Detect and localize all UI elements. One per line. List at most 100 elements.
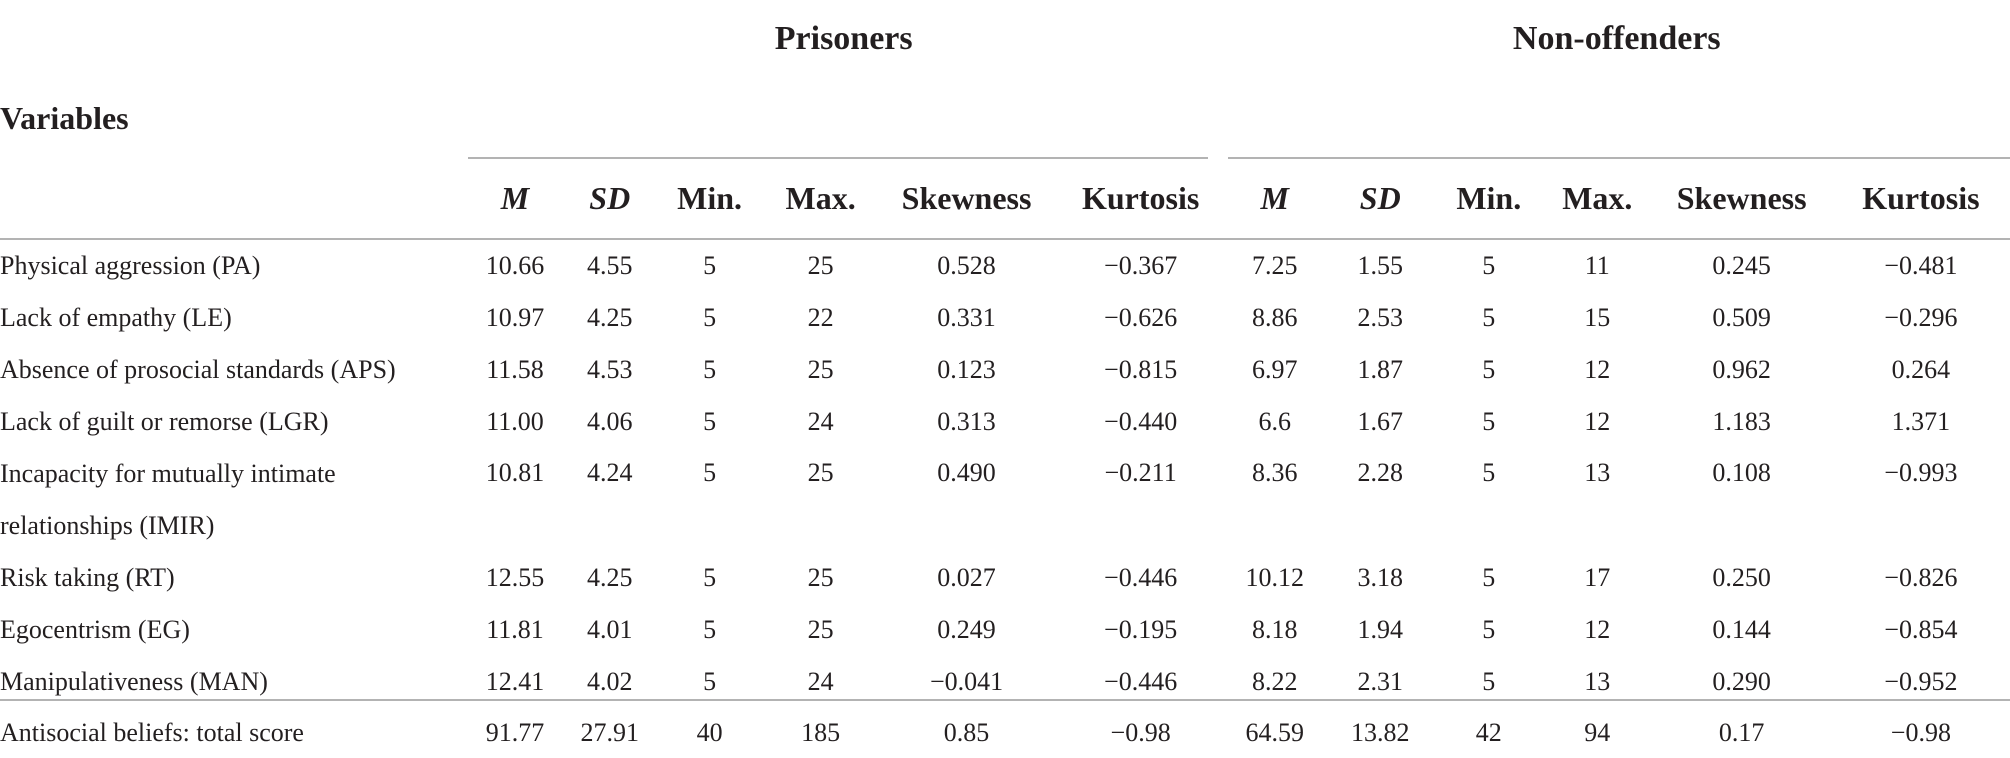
table-row: Lack of empathy (LE) 10.97 4.25 5 22 0.3… bbox=[0, 292, 2010, 344]
cell: 12.41 bbox=[485, 667, 545, 696]
table-row: Absence of prosocial standards (APS) 11.… bbox=[0, 344, 2010, 396]
non-offenders-max-header: Max. bbox=[1543, 159, 1652, 240]
cell: 2.53 bbox=[1357, 303, 1403, 332]
cell: 11 bbox=[1584, 251, 1610, 280]
cell: 12.55 bbox=[485, 563, 545, 592]
cell: 8.36 bbox=[1252, 458, 1298, 487]
cell: 0.249 bbox=[937, 615, 996, 644]
cell: 2.31 bbox=[1357, 667, 1403, 696]
cell: 5 bbox=[703, 615, 717, 644]
prisoners-group-label: Prisoners bbox=[774, 20, 913, 57]
cell: 5 bbox=[703, 563, 717, 592]
cell: 2.28 bbox=[1357, 458, 1403, 487]
cell: 4.53 bbox=[586, 355, 633, 384]
cell: 13 bbox=[1584, 667, 1611, 696]
cell: −0.440 bbox=[1104, 407, 1178, 436]
prisoners-sd-header: SD bbox=[566, 159, 654, 240]
cell: −0.481 bbox=[1884, 251, 1958, 280]
row-label: Risk taking (RT) bbox=[0, 563, 175, 592]
cell: 0.264 bbox=[1891, 355, 1951, 384]
cell: 15 bbox=[1584, 303, 1611, 332]
cell: 12 bbox=[1584, 407, 1611, 436]
table-bottom-rule bbox=[0, 699, 2010, 701]
cell: 1.87 bbox=[1357, 355, 1403, 384]
cell: 5 bbox=[703, 355, 717, 384]
prisoners-min-header: Min. bbox=[653, 159, 766, 240]
non-offenders-sd-header: SD bbox=[1325, 159, 1435, 240]
cell: 11.81 bbox=[486, 615, 544, 644]
cell: −0.952 bbox=[1884, 667, 1958, 696]
cell: 0.85 bbox=[943, 718, 990, 747]
cell: 0.17 bbox=[1718, 718, 1765, 747]
cell: 17 bbox=[1584, 563, 1611, 592]
cell: 1.55 bbox=[1357, 251, 1403, 280]
cell: 4.55 bbox=[586, 251, 633, 280]
cell: −0.041 bbox=[929, 667, 1004, 696]
cell: 4.02 bbox=[586, 667, 633, 696]
cell: 4.25 bbox=[586, 563, 633, 592]
cell: 0.490 bbox=[937, 458, 996, 487]
cell: 24 bbox=[807, 407, 834, 436]
prisoners-mean-header: M bbox=[463, 159, 567, 240]
table-row: Physical aggression (PA) 10.66 4.55 5 25… bbox=[0, 239, 2010, 292]
non-offenders-group-header: Non-offenders bbox=[1224, 0, 2010, 159]
cell: 64.59 bbox=[1245, 718, 1305, 747]
cell: 13 bbox=[1584, 458, 1611, 487]
cell: 0.245 bbox=[1712, 251, 1771, 280]
cell: 0.108 bbox=[1712, 458, 1771, 487]
row-label: Absence of prosocial standards (APS) bbox=[0, 355, 396, 384]
cell: −0.446 bbox=[1104, 563, 1178, 592]
cell: 0.528 bbox=[937, 251, 996, 280]
cell: 8.22 bbox=[1252, 667, 1298, 696]
cell: 8.86 bbox=[1252, 303, 1298, 332]
row-label: Lack of guilt or remorse (LGR) bbox=[0, 407, 329, 436]
cell: −0.854 bbox=[1884, 615, 1958, 644]
non-offenders-mean-header: M bbox=[1223, 159, 1326, 240]
cell: −0.211 bbox=[1104, 458, 1177, 487]
cell: 10.66 bbox=[485, 251, 545, 280]
cell: 0.123 bbox=[937, 355, 996, 384]
cell: −0.367 bbox=[1104, 251, 1178, 280]
cell: 5 bbox=[1482, 251, 1496, 280]
non-offenders-min-header: Min. bbox=[1434, 159, 1544, 240]
cell: 5 bbox=[1482, 563, 1496, 592]
table-row: Risk taking (RT) 12.55 4.25 5 25 0.027 −… bbox=[0, 552, 2010, 604]
cell: 1.94 bbox=[1357, 615, 1403, 644]
column-header-row: M SD Min. Max. Skewness Kurtosis M SD Mi… bbox=[0, 159, 2010, 240]
cell: 13.82 bbox=[1350, 718, 1410, 747]
cell: 5 bbox=[1482, 667, 1496, 696]
cell: 5 bbox=[703, 251, 717, 280]
cell: 0.962 bbox=[1712, 355, 1771, 384]
row-label: Egocentrism (EG) bbox=[0, 615, 190, 644]
cell: −0.98 bbox=[1890, 718, 1951, 747]
row-label: Manipulativeness (MAN) bbox=[0, 667, 268, 696]
cell: 5 bbox=[703, 303, 717, 332]
cell: 1.67 bbox=[1357, 407, 1403, 436]
cell: 185 bbox=[801, 718, 841, 747]
cell: 25 bbox=[807, 355, 834, 384]
cell: 11.58 bbox=[486, 355, 544, 384]
non-offenders-group-rule bbox=[1227, 157, 2010, 159]
cell: 27.91 bbox=[580, 718, 639, 747]
prisoners-skewness-header: Skewness bbox=[875, 159, 1058, 240]
cell: −0.993 bbox=[1884, 458, 1958, 487]
cell: 25 bbox=[807, 615, 834, 644]
cell: 0.250 bbox=[1712, 563, 1771, 592]
cell: 4.01 bbox=[586, 615, 633, 644]
cell: 0.144 bbox=[1712, 615, 1771, 644]
cell: 4.24 bbox=[586, 458, 633, 487]
cell: 5 bbox=[1482, 458, 1496, 487]
cell: 22 bbox=[807, 303, 834, 332]
non-offenders-kurtosis-header: Kurtosis bbox=[1831, 159, 2010, 240]
cell: 5 bbox=[1482, 615, 1496, 644]
cell: −0.98 bbox=[1110, 718, 1171, 747]
group-header-row: Variables Prisoners Non-offenders bbox=[0, 0, 2010, 159]
cell: 5 bbox=[703, 407, 717, 436]
row-label: Antisocial beliefs: total score bbox=[0, 718, 304, 747]
cell: 5 bbox=[1482, 303, 1496, 332]
variables-header-spacer bbox=[0, 159, 464, 240]
cell: 25 bbox=[807, 458, 834, 487]
table-row: Lack of guilt or remorse (LGR) 11.00 4.0… bbox=[0, 396, 2010, 448]
